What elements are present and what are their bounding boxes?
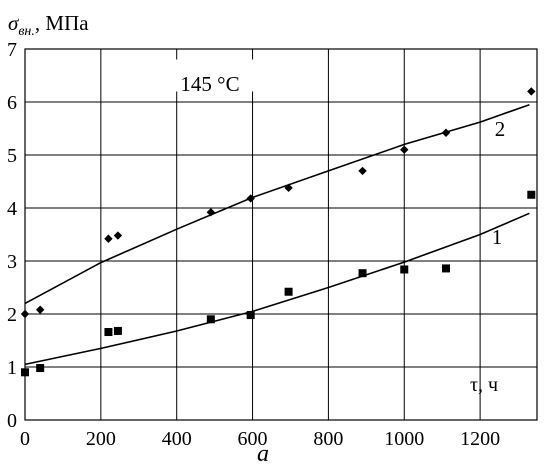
plot-frame — [24, 48, 538, 421]
series-1-point — [206, 315, 215, 324]
series-2-point — [284, 183, 293, 193]
series-2-point — [35, 305, 45, 314]
series-2-point — [104, 234, 113, 243]
y-axis-unit: , МПа — [35, 11, 89, 35]
grid-lines — [25, 49, 537, 420]
x-axis-title: τ, ч — [470, 374, 498, 396]
series-1-point — [400, 265, 409, 274]
series-1-point — [441, 264, 450, 273]
series-1-label: 1 — [492, 225, 503, 249]
y-axis-title: σвн., МПа — [8, 11, 89, 39]
series-2-point — [113, 231, 123, 240]
series-2-label: 2 — [495, 117, 506, 141]
x-tick-label: 200 — [86, 428, 116, 450]
series-1-point — [246, 311, 255, 320]
series-1-fit-line — [24, 212, 530, 366]
annotation-background — [160, 59, 273, 92]
y-tick-label: 6 — [7, 92, 17, 114]
svg-text:σвн., МПа: σвн., МПа — [8, 11, 89, 39]
series-2-fit-line — [24, 103, 530, 305]
x-tick-label: 0 — [20, 428, 30, 450]
series-1-point — [113, 326, 122, 335]
y-tick-label: 2 — [7, 304, 17, 326]
y-tick-label: 3 — [7, 251, 17, 273]
series-2-point — [400, 145, 409, 154]
series-2-point — [206, 208, 216, 217]
series-2-point — [358, 166, 367, 176]
trend-lines — [24, 103, 530, 366]
series-2-point — [246, 194, 255, 203]
x-tick-label: 800 — [313, 428, 343, 450]
series-1-point — [104, 328, 113, 337]
y-tick-label: 7 — [7, 39, 17, 61]
y-axis-subscript: вн. — [18, 24, 35, 39]
y-axis-symbol: σ — [8, 11, 20, 35]
x-tick-label: 1200 — [460, 428, 500, 450]
y-tick-label: 5 — [7, 145, 17, 167]
series-1-point — [36, 364, 45, 373]
x-tick-label: 400 — [162, 428, 192, 450]
series-1-point — [284, 287, 293, 296]
series-1-point — [527, 190, 536, 199]
y-tick-label: 4 — [7, 198, 17, 220]
y-tick-label: 1 — [7, 357, 17, 379]
x-tick-label: 1000 — [384, 428, 424, 450]
y-tick-label: 0 — [7, 410, 17, 432]
series-1-point — [358, 269, 367, 278]
series-2-point — [441, 128, 451, 137]
tick-labels: 0 200 400 600 800 1000 1200 0 1 2 3 4 5 6 7 — [7, 39, 500, 450]
temperature-annotation: 145 °C — [180, 72, 239, 96]
panel-label: a — [257, 441, 269, 467]
series-2-point — [527, 87, 536, 96]
data-markers — [20, 87, 536, 377]
x-tick-label: 600 — [238, 428, 268, 450]
